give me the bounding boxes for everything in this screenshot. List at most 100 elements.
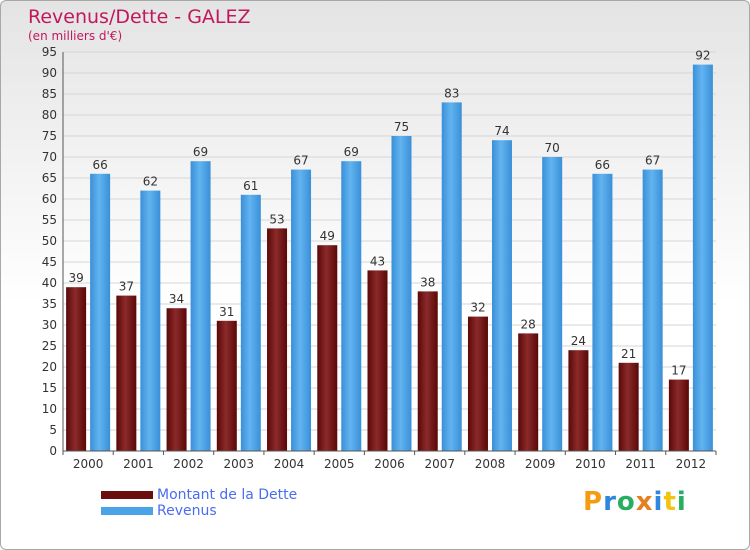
y-tick-label: 30 (42, 318, 57, 332)
logo-letter: x (635, 487, 654, 517)
data-label-revenue: 69 (344, 145, 359, 159)
y-tick-label: 15 (42, 381, 57, 395)
data-label-debt: 32 (470, 301, 485, 315)
y-tick-label: 0 (49, 444, 57, 458)
data-label-debt: 34 (169, 292, 184, 306)
data-label-debt: 24 (571, 334, 586, 348)
bar-revenue (642, 169, 663, 451)
logo-letter: P (583, 487, 604, 517)
data-label-revenue: 83 (444, 86, 459, 100)
bar-debt (668, 379, 689, 451)
labels-layer: 39 66 37 62 34 69 31 61 53 67 49 69 43 75 38 83 32 74 28 70… (68, 49, 710, 378)
x-tick-label: 2009 (525, 457, 556, 471)
x-tick-label: 2012 (676, 457, 707, 471)
y-tick-label: 55 (42, 213, 57, 227)
data-label-revenue: 67 (293, 154, 308, 168)
y-tick-label: 10 (42, 402, 57, 416)
data-label-revenue: 66 (92, 158, 107, 172)
legend-item-debt: Montant de la Dette (101, 487, 297, 503)
data-label-debt: 38 (420, 275, 435, 289)
bar-debt (568, 350, 589, 451)
x-tick-label: 2001 (123, 457, 154, 471)
y-tick-label: 25 (42, 339, 57, 353)
y-tick-label: 80 (42, 108, 57, 122)
legend-swatch-revenue (101, 507, 153, 515)
x-tick-label: 2003 (224, 457, 255, 471)
data-label-revenue: 92 (695, 49, 710, 63)
logo-letter: i (653, 487, 664, 517)
logo-letter: o (616, 487, 636, 517)
data-label-revenue: 74 (494, 124, 509, 138)
bar-revenue (90, 173, 111, 452)
proxiti-logo: Proxiti (583, 487, 687, 517)
bar-revenue (240, 194, 261, 452)
bar-revenue (491, 140, 512, 451)
bar-debt (317, 245, 338, 451)
x-tick-label: 2006 (374, 457, 405, 471)
x-tick-label: 2011 (625, 457, 656, 471)
y-tick-label: 95 (42, 45, 57, 59)
data-label-debt: 43 (370, 254, 385, 268)
bar-debt (367, 270, 388, 451)
bar-revenue (542, 157, 563, 451)
bar-debt (417, 291, 438, 451)
x-tick-label: 2005 (324, 457, 355, 471)
bar-revenue (592, 173, 613, 452)
data-label-debt: 37 (119, 280, 134, 294)
bars-layer (66, 64, 713, 452)
data-label-debt: 21 (621, 347, 636, 361)
data-label-revenue: 69 (193, 145, 208, 159)
y-tick-label: 50 (42, 234, 57, 248)
data-label-debt: 49 (320, 229, 335, 243)
legend-label-debt: Montant de la Dette (157, 487, 298, 503)
data-label-debt: 53 (269, 212, 284, 226)
logo-letter: i (676, 487, 687, 517)
data-label-revenue: 75 (394, 120, 409, 134)
bar-debt (216, 320, 237, 451)
data-label-revenue: 61 (243, 179, 258, 193)
y-tick-label: 5 (49, 423, 57, 437)
y-tick-label: 75 (42, 129, 57, 143)
bar-debt (518, 333, 539, 451)
data-label-debt: 17 (671, 364, 686, 378)
chart-legend: Montant de la Dette Revenus (101, 487, 297, 519)
legend-swatch-debt (101, 491, 153, 499)
bar-revenue (341, 161, 362, 451)
bar-debt (116, 295, 137, 451)
legend-label-revenue: Revenus (157, 503, 217, 519)
data-label-revenue: 70 (545, 141, 560, 155)
x-tick-label: 2008 (475, 457, 506, 471)
y-tick-label: 45 (42, 255, 57, 269)
data-label-revenue: 66 (595, 158, 610, 172)
y-tick-label: 90 (42, 66, 57, 80)
x-tick-label: 2000 (73, 457, 104, 471)
bar-revenue (391, 136, 412, 451)
x-tick-label: 2002 (173, 457, 204, 471)
y-tick-label: 85 (42, 87, 57, 101)
y-tick-label: 35 (42, 297, 57, 311)
legend-item-revenue: Revenus (101, 503, 297, 519)
y-tick-label: 20 (42, 360, 57, 374)
bar-debt (467, 316, 488, 451)
bar-debt (267, 228, 288, 451)
x-tick-label: 2010 (575, 457, 606, 471)
y-tick-label: 40 (42, 276, 57, 290)
y-tick-label: 60 (42, 192, 57, 206)
data-label-debt: 31 (219, 305, 234, 319)
grid-layer (63, 51, 716, 452)
bar-revenue (140, 190, 161, 451)
logo-letter: r (603, 487, 617, 517)
bar-revenue (441, 102, 462, 452)
bar-revenue (190, 161, 211, 451)
data-label-revenue: 62 (143, 175, 158, 189)
y-tick-label: 70 (42, 150, 57, 164)
data-label-debt: 39 (68, 271, 83, 285)
x-tick-label: 2007 (424, 457, 455, 471)
bar-debt (166, 308, 187, 451)
bar-debt (618, 362, 639, 451)
bar-debt (66, 287, 87, 451)
data-label-revenue: 67 (645, 154, 660, 168)
axis-layer: 0 5 10 15 20 25 30 35 40 45 50 55 60 65 70 75 80 85 90 95 20… (42, 45, 717, 471)
bar-revenue (291, 169, 312, 451)
